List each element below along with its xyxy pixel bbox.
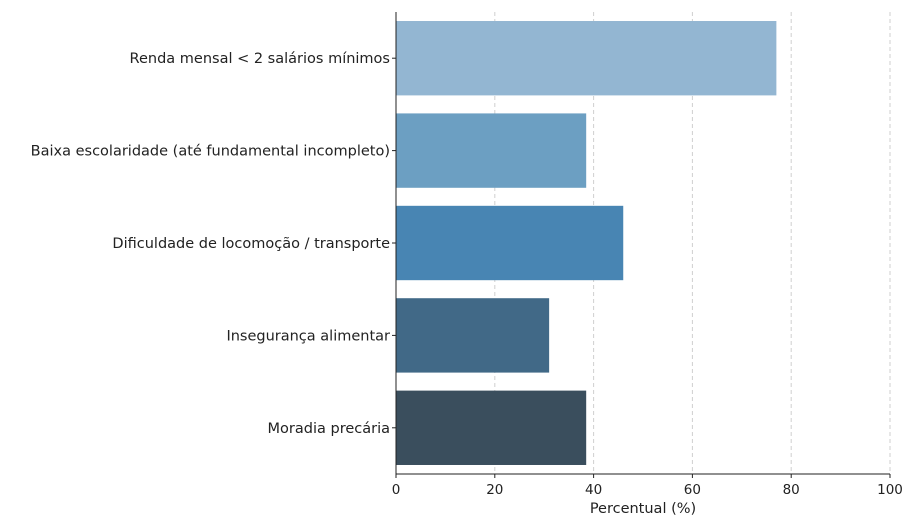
x-axis-title: Percentual (%) xyxy=(590,501,696,517)
x-tick-label: 20 xyxy=(486,482,503,498)
bars xyxy=(396,21,777,465)
x-tick-label: 80 xyxy=(783,482,800,498)
category-label: Renda mensal < 2 salários mínimos xyxy=(130,51,390,67)
category-label: Dificuldade de locomoção / transporte xyxy=(112,236,390,252)
x-tick-label: 100 xyxy=(877,482,903,498)
bar xyxy=(396,205,624,281)
bar xyxy=(396,113,587,188)
bar xyxy=(396,21,777,96)
category-label: Insegurança alimentar xyxy=(226,328,390,344)
x-tick-label: 0 xyxy=(392,482,401,498)
bar xyxy=(396,298,550,373)
x-ticks: 0 20 40 60 80 100 xyxy=(392,474,903,498)
category-label: Baixa escolaridade (até fundamental inco… xyxy=(31,144,390,160)
x-tick-label: 60 xyxy=(684,482,701,498)
x-tick-label: 40 xyxy=(585,482,602,498)
category-labels: Renda mensal < 2 salários mínimos Baixa e… xyxy=(31,51,396,437)
category-label: Moradia precária xyxy=(268,421,390,437)
bar xyxy=(396,390,587,465)
